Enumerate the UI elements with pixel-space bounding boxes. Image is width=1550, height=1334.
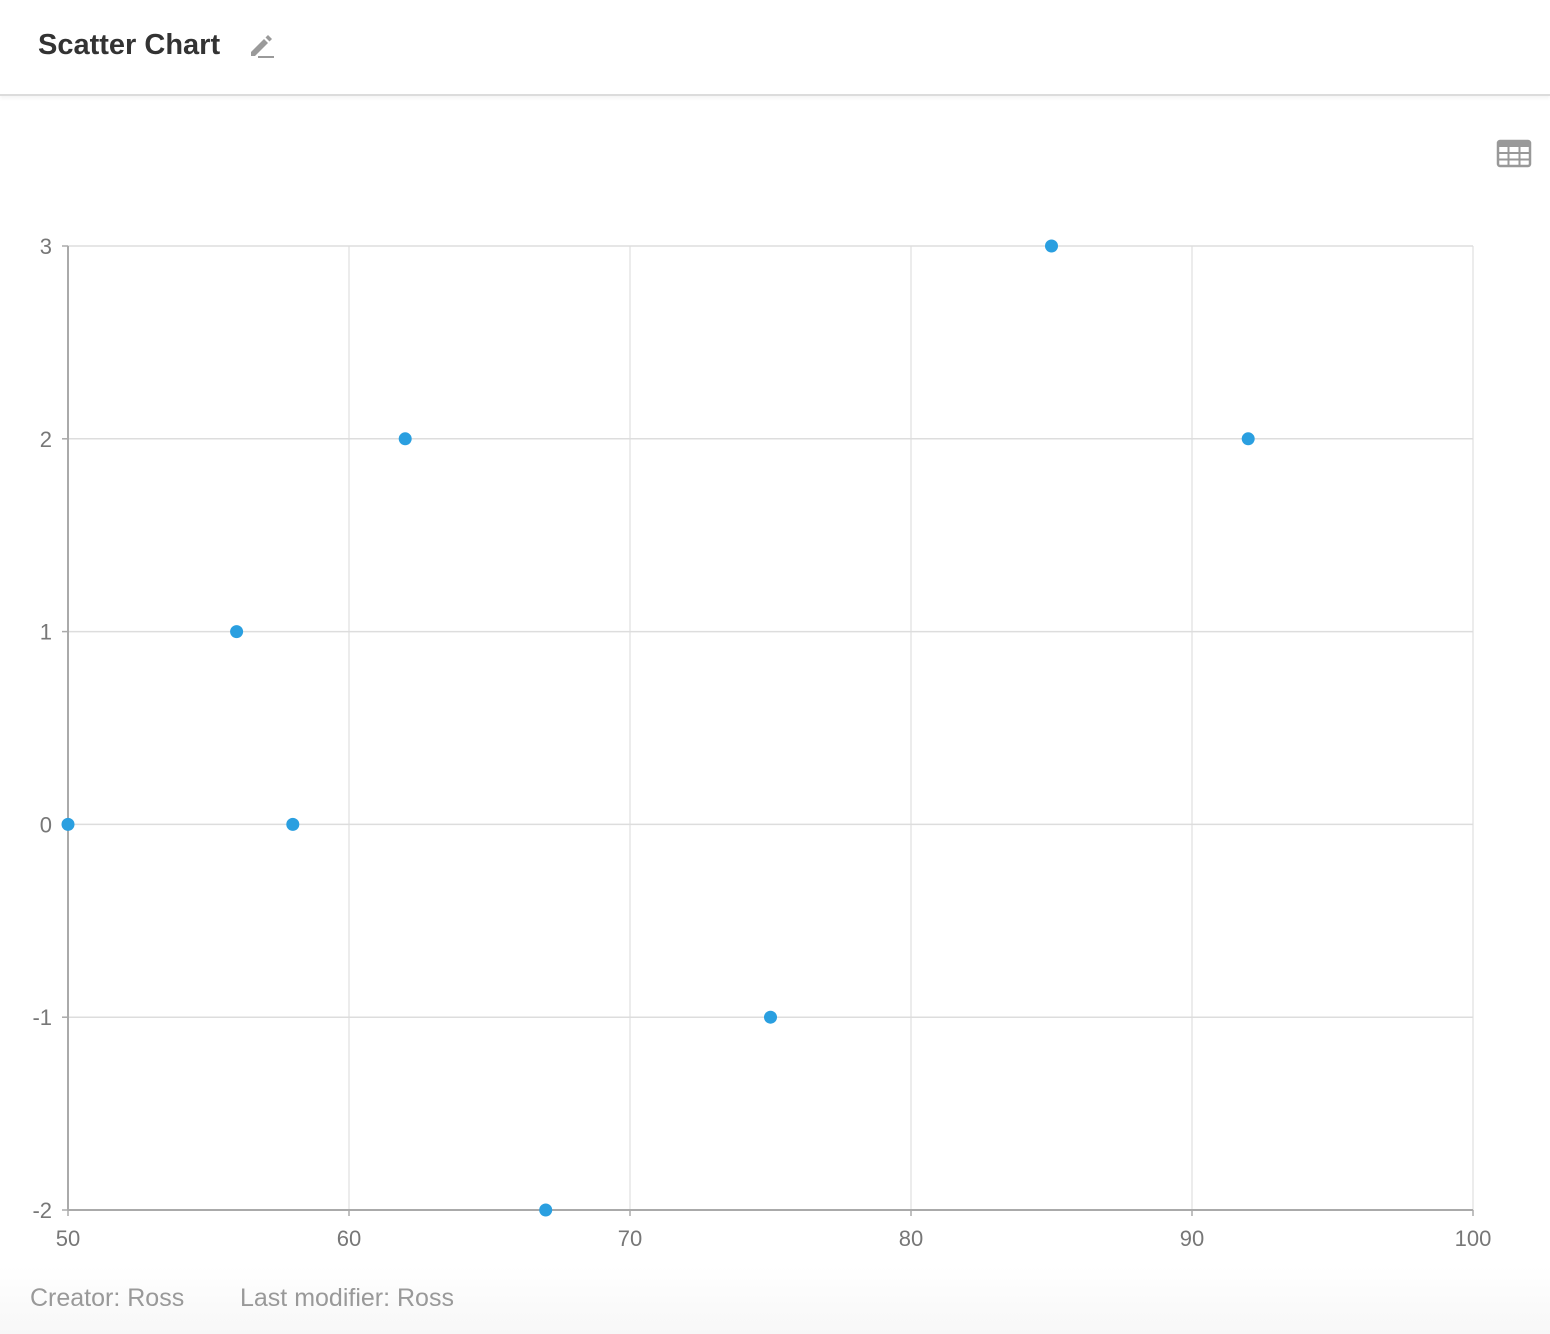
x-tick-label: 70 [618,1226,642,1251]
x-tick-label: 60 [337,1226,361,1251]
y-tick-label: -2 [32,1198,52,1223]
scatter-point[interactable] [398,432,412,446]
chart-area: 50 60 70 80 90 100 -2 -1 0 1 2 3 [0,96,1550,1266]
tick-labels: 50 60 70 80 90 100 -2 -1 0 1 2 3 [32,234,1491,1251]
scatter-point[interactable] [230,625,244,639]
y-tick-label: 2 [40,427,52,452]
footer: Creator: Ross Last modifier: Ross [0,1266,1550,1334]
pencil-icon[interactable] [246,30,276,60]
scatter-point[interactable] [61,817,75,831]
modifier-label: Last modifier: Ross [240,1284,454,1312]
y-tick-label: 3 [40,234,52,259]
y-tick-label: 0 [40,812,52,837]
data-points [61,239,1255,1217]
table-grid-icon[interactable] [1496,138,1532,170]
scatter-point[interactable] [286,817,300,831]
creator-label: Creator: Ross [30,1284,185,1312]
scatter-point[interactable] [764,1010,777,1024]
scatter-plot: 50 60 70 80 90 100 -2 -1 0 1 2 3 [32,234,1491,1251]
axes [62,245,1474,1216]
chart-header: Scatter Chart [0,0,1550,96]
y-tick-label: -1 [32,1005,52,1030]
scatter-point[interactable] [1241,432,1255,446]
x-tick-label: 90 [1180,1226,1204,1251]
scatter-point[interactable] [539,1203,553,1217]
y-tick-label: 1 [40,620,52,645]
grid-lines [67,245,1474,1211]
scatter-point[interactable] [1045,239,1058,253]
x-tick-label: 100 [1455,1226,1492,1251]
x-tick-label: 80 [899,1226,923,1251]
x-tick-label: 50 [56,1226,80,1251]
chart-title: Scatter Chart [38,29,221,61]
